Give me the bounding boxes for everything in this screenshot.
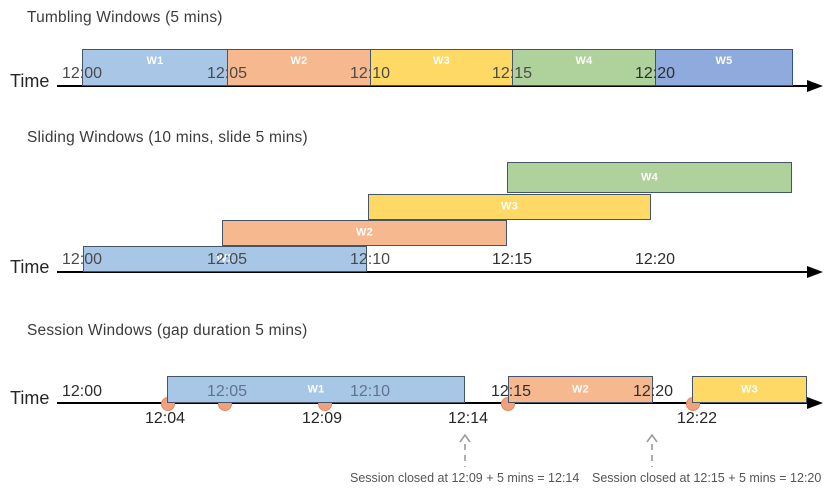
sliding-window-w1: W1 — [83, 246, 367, 272]
window-label: W3 — [432, 55, 451, 67]
sliding-tick-1215: 12:15 — [491, 251, 533, 268]
window-label: W2 — [571, 383, 590, 396]
window-label: W5 — [715, 55, 733, 67]
tumbling-tick-1215: 12:15 — [491, 65, 533, 82]
window-label: W3 — [740, 383, 759, 396]
session-closed-annotation-2: Session closed at 12:15 + 5 mins = 12:20 — [592, 471, 822, 485]
session-tick-1210: 12:10 — [349, 383, 391, 400]
session-tick-1200: 12:00 — [61, 383, 103, 400]
window-label: W4 — [575, 55, 593, 67]
event-time-label-1209: 12:09 — [301, 410, 343, 427]
sliding-tick-1220: 12:20 — [634, 251, 676, 268]
sliding-window-w3: W3 — [368, 194, 651, 220]
session-window-w3: W3 — [692, 376, 807, 403]
tumbling-window-w2: W2 — [227, 49, 371, 86]
session-time-axis — [57, 402, 807, 404]
tumbling-time-axis — [57, 85, 807, 87]
session-closed-annotation-1: Session closed at 12:09 + 5 mins = 12:14 — [350, 471, 580, 485]
tumbling-time-axis-label: Time — [10, 71, 50, 91]
window-label: W4 — [640, 171, 659, 184]
sliding-time-axis-label: Time — [10, 257, 50, 277]
session-window-w1: W1 — [167, 376, 465, 403]
sliding-tick-1205: 12:05 — [206, 251, 248, 268]
annotation-arrow-icon — [646, 433, 658, 467]
tumbling-axis-arrow-icon — [807, 80, 823, 92]
window-label: W3 — [500, 200, 519, 213]
session-axis-arrow-icon — [807, 397, 823, 409]
window-label: W2 — [355, 226, 374, 239]
window-label: W1 — [146, 55, 164, 67]
sliding-tick-1210: 12:10 — [349, 251, 391, 268]
tumbling-tick-1220: 12:20 — [634, 65, 676, 82]
tumbling-window-w1: W1 — [82, 49, 228, 86]
tumbling-window-w3: W3 — [370, 49, 513, 86]
sliding-tick-1200: 12:00 — [61, 251, 103, 268]
tumbling-tick-1200: 12:00 — [61, 65, 103, 82]
sliding-axis-arrow-icon — [807, 266, 823, 278]
annotation-arrow-icon — [459, 433, 471, 467]
tumbling-tick-1210: 12:10 — [349, 65, 391, 82]
tumbling-title: Tumbling Windows (5 mins) — [27, 9, 223, 26]
sliding-title: Sliding Windows (10 mins, slide 5 mins) — [27, 129, 308, 146]
tumbling-tick-1205: 12:05 — [206, 65, 248, 82]
tumbling-window-w5: W5 — [655, 49, 793, 86]
window-label: W2 — [290, 55, 308, 67]
session-title: Session Windows (gap duration 5 mins) — [27, 322, 308, 339]
tumbling-window-w4: W4 — [512, 49, 656, 86]
window-label: W1 — [216, 252, 234, 265]
sliding-time-axis — [57, 271, 807, 273]
session-tick-1220: 12:20 — [632, 383, 674, 400]
session-time-axis-label: Time — [10, 388, 50, 408]
sliding-window-w4: W4 — [507, 162, 792, 193]
event-time-label-1214: 12:14 — [447, 410, 489, 427]
event-time-label-1204: 12:04 — [144, 410, 186, 427]
sliding-window-w2: W2 — [222, 220, 507, 246]
window-label: W1 — [307, 383, 325, 396]
session-tick-1215: 12:15 — [490, 383, 532, 400]
event-time-label-1222: 12:22 — [676, 410, 718, 427]
session-tick-1205: 12:05 — [206, 383, 248, 400]
session-window-w2: W2 — [508, 376, 653, 403]
